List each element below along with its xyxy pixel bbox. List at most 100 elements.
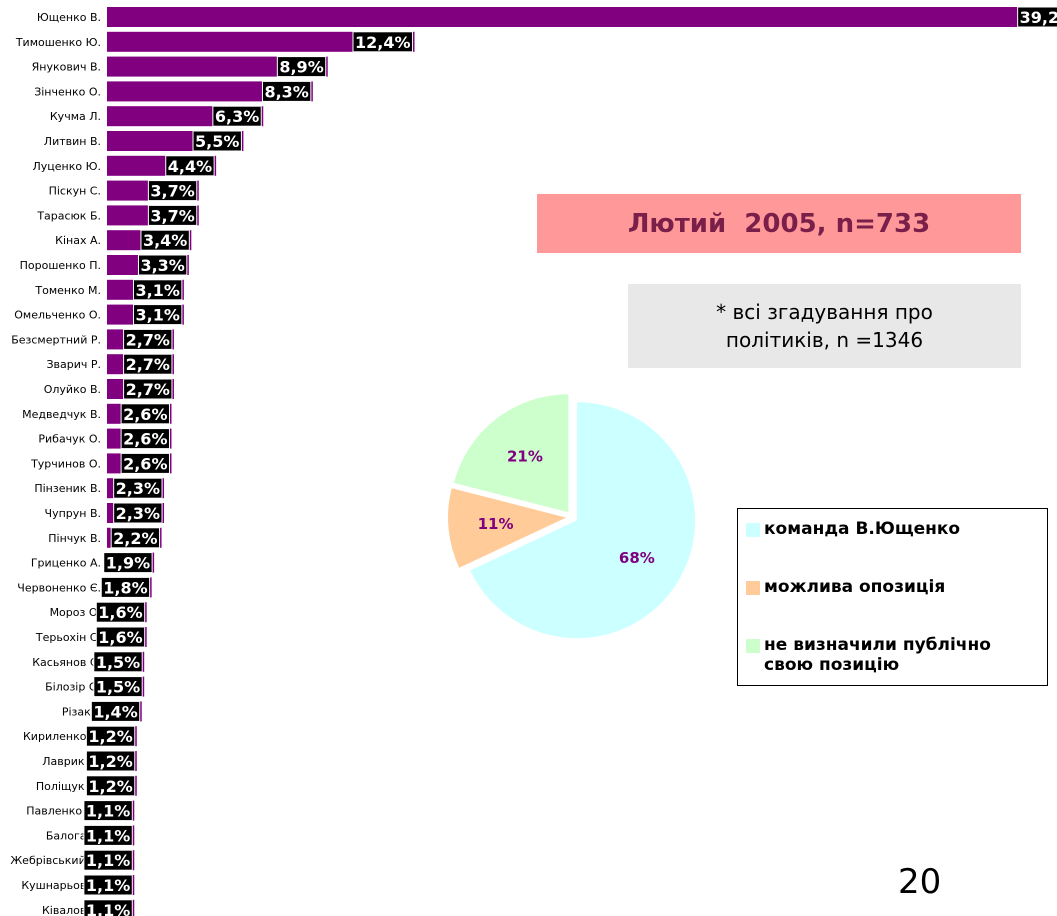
slice-label: 11% — [478, 515, 514, 533]
legend-label: команда В.Ющенко — [764, 519, 961, 539]
y-tick-label: Мороз О. — [50, 606, 101, 619]
value-label-box — [137, 254, 188, 276]
note: * всі згадування про політиків, n =1346 — [628, 284, 1021, 368]
value-label-box — [90, 700, 141, 722]
y-tick-label: Піскун С. — [49, 185, 101, 198]
value-label-box — [120, 428, 170, 450]
y-tick-label: Кучма Л. — [50, 110, 101, 123]
value-label: 1,5% — [96, 653, 140, 672]
value-label-box — [85, 750, 136, 772]
value-label-box — [93, 651, 143, 673]
value-label-box — [147, 204, 198, 226]
value-label-box — [85, 775, 136, 797]
legend-item: команда В.Ющенко — [746, 519, 1039, 539]
value-label: 2,3% — [116, 479, 160, 498]
value-label: 1,1% — [86, 802, 130, 821]
y-tick-label: Гриценко А. — [31, 557, 101, 570]
legend-swatch — [746, 581, 760, 595]
value-label: 3,4% — [143, 231, 187, 250]
y-tick-label: Кушнарьов Є. — [21, 879, 101, 892]
value-label-box — [352, 31, 414, 53]
value-label: 5,5% — [195, 132, 239, 151]
value-label: 1,1% — [86, 826, 130, 845]
value-label-box — [276, 56, 327, 78]
value-label-box — [93, 676, 143, 698]
value-label-box — [123, 353, 173, 375]
y-tick-label: Жебрівський П. — [10, 854, 101, 867]
y-tick-label: Томенко М. — [34, 284, 101, 297]
legend-item: не визначили публічно свою позицію — [746, 635, 1039, 675]
y-tick-label: Зварич Р. — [46, 358, 101, 371]
y-tick-label: Зінченко О. — [34, 85, 101, 98]
slice-label: 68% — [619, 549, 655, 567]
y-tick-label: Тарасюк Б. — [36, 209, 101, 222]
value-label-box — [113, 477, 163, 499]
note-line: * всі згадування про — [716, 300, 933, 324]
value-label: 39,2% — [1020, 8, 1057, 27]
value-label-box — [120, 403, 170, 425]
legend-swatch — [746, 523, 760, 537]
value-label: 1,1% — [86, 876, 130, 895]
value-label: 1,6% — [98, 628, 142, 647]
value-label-box — [165, 155, 215, 177]
value-label-box — [83, 824, 133, 846]
value-label-box — [100, 576, 151, 598]
y-tick-label: Омельченко О. — [14, 309, 101, 322]
value-label: 2,6% — [123, 430, 167, 449]
value-label: 3,7% — [150, 182, 194, 201]
value-label: 1,1% — [86, 851, 130, 870]
value-label: 3,1% — [136, 281, 180, 300]
y-tick-label: Павленко Ю. — [26, 805, 101, 818]
value-label: 1,8% — [103, 578, 147, 597]
value-label-box — [95, 601, 146, 623]
value-label-box — [147, 180, 198, 202]
y-tick-label: Ющенко В. — [37, 11, 101, 24]
value-label-box — [1017, 6, 1057, 28]
y-tick-label: Пінзеник В. — [34, 482, 101, 495]
value-label-box — [85, 725, 136, 747]
value-label: 2,2% — [113, 529, 157, 548]
value-label: 1,1% — [86, 901, 130, 916]
y-tick-label: Луценко Ю. — [33, 160, 101, 173]
page-number: 20 — [898, 862, 942, 902]
value-label: 8,9% — [279, 58, 323, 77]
value-label: 1,2% — [88, 727, 132, 746]
bar — [107, 7, 1057, 27]
y-tick-label: Терьохін С. — [35, 631, 101, 644]
value-label: 1,5% — [96, 678, 140, 697]
value-label: 6,3% — [215, 107, 259, 126]
y-tick-label: Турчинов О. — [30, 457, 101, 470]
value-label-box — [83, 800, 133, 822]
pie-slice — [470, 402, 696, 639]
value-label-box — [83, 849, 133, 871]
y-tick-label: Касьянов С. — [32, 656, 101, 669]
pie-slice — [448, 488, 567, 568]
value-label-box — [110, 527, 161, 549]
y-tick-label: Янукович В. — [32, 61, 101, 74]
y-tick-label: Рибачук О. — [38, 433, 101, 446]
value-label-box — [123, 328, 173, 350]
value-label: 2,6% — [123, 454, 167, 473]
value-label-box — [83, 874, 133, 896]
y-tick-label: Порошенко П. — [20, 259, 101, 272]
value-label: 2,3% — [116, 504, 160, 523]
value-label: 2,7% — [126, 330, 170, 349]
legend-item: можлива опозиція — [746, 577, 1039, 597]
legend-swatch — [746, 639, 760, 653]
y-tick-label: Білозір О. — [45, 681, 101, 694]
value-label-box — [113, 502, 163, 524]
value-label-box — [133, 279, 183, 301]
legend-label: можлива опозиція — [764, 577, 946, 597]
value-label-box — [133, 304, 183, 326]
value-label-box — [120, 452, 170, 474]
y-tick-label: Чупрун В. — [45, 507, 101, 520]
bar — [107, 56, 328, 77]
value-label: 1,2% — [88, 777, 132, 796]
pie-slice — [454, 394, 569, 513]
value-label-box — [212, 105, 262, 127]
value-label: 1,2% — [88, 752, 132, 771]
value-label: 1,6% — [98, 603, 142, 622]
y-tick-label: Поліщук М. — [36, 780, 101, 793]
value-label: 3,3% — [140, 256, 184, 275]
